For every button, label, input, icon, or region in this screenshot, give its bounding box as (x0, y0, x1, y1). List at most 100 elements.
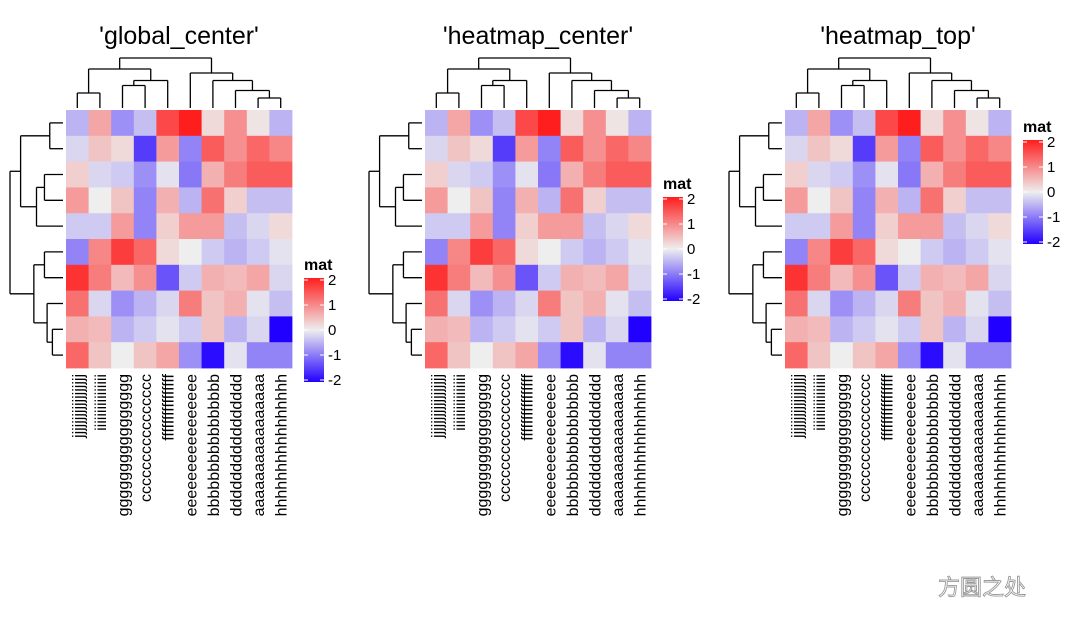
heatmap-cell (852, 316, 876, 343)
heatmap-cell (943, 316, 967, 343)
heatmap-cell (111, 135, 135, 162)
heatmap-cell (852, 290, 876, 317)
heatmap-cell (583, 342, 607, 369)
heatmap-cell (470, 342, 494, 369)
heatmap-cell (628, 342, 652, 369)
heatmap-cell (807, 264, 831, 291)
heatmap-cell (852, 264, 876, 291)
heatmap-cell (66, 161, 89, 188)
heatmap-cell (447, 290, 471, 317)
heatmap-grid (785, 110, 1012, 369)
heatmap-cell (111, 264, 135, 291)
column-label: gggggggggggggggg (835, 374, 852, 516)
heatmap-cell (133, 239, 157, 266)
column-label: eeeeeeeeeeeeeeee (183, 374, 200, 516)
heatmap-cell (875, 342, 899, 369)
heatmap-cell (920, 135, 944, 162)
heatmap-cell (628, 316, 652, 343)
heatmap-cell (88, 239, 112, 266)
column-label: cccccccccccccccc (497, 374, 514, 502)
heatmap-cell (425, 316, 448, 343)
heatmap-cell (246, 290, 270, 317)
heatmap-cell (875, 187, 899, 214)
column-label: aaaaaaaaaaaaaaaa (610, 374, 627, 516)
heatmap-cell (898, 135, 921, 162)
heatmap-cell (156, 187, 180, 214)
heatmap-cell (246, 342, 270, 369)
heatmap-cell (470, 316, 494, 343)
heatmap-cell (156, 264, 180, 291)
panel-title: 'global_center' (99, 22, 259, 50)
heatmap-cell (807, 135, 831, 162)
heatmap-cell (515, 161, 539, 188)
heatmap-cell (628, 290, 652, 317)
heatmap-cell (269, 135, 293, 162)
heatmap-cell (898, 342, 921, 369)
heatmap-cell (943, 290, 967, 317)
legend-tick-label: -1 (328, 347, 341, 364)
watermark-text: 方圆之处 (938, 575, 1026, 600)
heatmap-cell (492, 239, 516, 266)
legend-tick-label: -1 (687, 266, 700, 283)
heatmap-cell (66, 290, 89, 317)
heatmap-cell (201, 264, 225, 291)
heatmap-cell (875, 135, 899, 162)
heatmap-grid (66, 110, 293, 369)
heatmap-cell (807, 290, 831, 317)
heatmap-cell (66, 239, 89, 266)
heatmap-cell (852, 187, 876, 214)
heatmap-cell (988, 239, 1012, 266)
heatmap-cell (88, 264, 112, 291)
heatmap-cell (943, 187, 967, 214)
heatmap-cell (111, 316, 135, 343)
heatmap-cell (470, 213, 494, 240)
heatmap-cell (807, 316, 831, 343)
heatmap-cell (447, 342, 471, 369)
heatmap-cell (425, 264, 448, 291)
column-label: cccccccccccccccc (138, 374, 155, 502)
heatmap-cell (852, 239, 876, 266)
heatmap-cell (538, 264, 561, 291)
column-labels: jjjjjjjjjjjjjjjjjj iiiiiiiiiiiiiiii gggggg… (789, 373, 1009, 516)
heatmap-cell (988, 342, 1012, 369)
heatmap-cell (538, 342, 561, 369)
heatmap-cell (988, 187, 1012, 214)
heatmap-cell (988, 135, 1012, 162)
heatmap-cell (179, 316, 202, 343)
heatmap-cell (785, 342, 808, 369)
heatmap-cell (246, 316, 270, 343)
heatmap-cell (965, 290, 989, 317)
heatmap-cell (492, 187, 516, 214)
heatmap-cell (583, 135, 607, 162)
heatmap-cell (943, 342, 967, 369)
heatmap-cell (830, 110, 854, 137)
heatmap-cell (920, 290, 944, 317)
heatmap-cell (133, 316, 157, 343)
heatmap-cell (605, 290, 629, 317)
heatmap-cell (988, 316, 1012, 343)
heatmap-cell (269, 264, 293, 291)
column-label: aaaaaaaaaaaaaaaa (970, 374, 987, 516)
column-dendrogram (76, 57, 282, 108)
heatmap-cell (943, 110, 967, 137)
heatmap-cell (583, 187, 607, 214)
heatmap-cell (179, 110, 202, 137)
heatmap-panel: 'heatmap_top' jjjjjjjjjjjjjjjjjj iiiiiiiii… (728, 22, 1060, 516)
heatmap-cell (66, 316, 89, 343)
heatmap-cell (583, 110, 607, 137)
heatmap-cell (807, 161, 831, 188)
heatmap-cell (425, 213, 448, 240)
column-label: iiiiiiiiiiiiiiii (452, 374, 469, 431)
heatmap-cell (133, 213, 157, 240)
row-dendrogram (728, 122, 782, 356)
heatmap-cell (201, 161, 225, 188)
heatmap-cell (830, 264, 854, 291)
heatmap-cell (246, 187, 270, 214)
heatmap-cell (605, 239, 629, 266)
heatmap-cell (201, 187, 225, 214)
heatmap-cell (920, 239, 944, 266)
heatmap-cell (179, 264, 202, 291)
column-label: iiiiiiiiiiiiiiii (812, 374, 829, 431)
heatmap-cell (224, 135, 248, 162)
heatmap-cell (111, 290, 135, 317)
